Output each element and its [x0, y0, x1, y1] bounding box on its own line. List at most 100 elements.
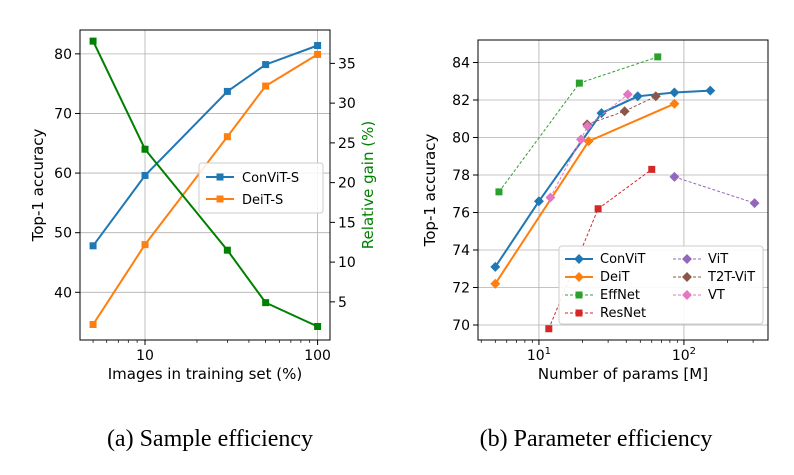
point-effnet-2: [654, 53, 662, 61]
legend-marker-effnet: [575, 291, 583, 299]
chart-b-xticks: 101 102: [480, 340, 754, 364]
chart-a-y2label: Relative gain (%): [359, 121, 377, 249]
series-line-effnet: [498, 56, 658, 193]
chart-b-legend-box: [558, 245, 764, 325]
legend-marker-deit-s: [216, 195, 224, 203]
legend-label-vt: VT: [708, 288, 725, 303]
x-tick-label-100: 102: [672, 346, 696, 364]
y-tick-label-78: 78: [452, 168, 470, 184]
chart-b-legend-col1: ConViT DeiT EffNet ResNet: [565, 252, 646, 321]
point-resnet-2: [648, 165, 656, 173]
chart-b-xlabel: Number of params [M]: [538, 365, 708, 383]
point-deit-1: [583, 136, 594, 147]
x-tick-label-10: 10: [136, 348, 154, 364]
y2-tick-label-30: 30: [338, 96, 356, 112]
chart-a-y2ticks: 5 10 15 20 25 30 35: [330, 56, 356, 311]
point-vt-0: [545, 192, 556, 203]
legend-marker-vt: [682, 290, 692, 300]
y2-tick-label-35: 35: [338, 56, 356, 72]
point-convit-4: [669, 87, 680, 98]
caption-a: (a) Sample efficiency: [107, 426, 313, 452]
y-tick-label-76: 76: [452, 206, 470, 222]
point-convit-5: [705, 85, 716, 96]
chart-a-series: [89, 37, 322, 330]
chart-b-yticks: 70 72 74 76 78 80 82 84: [452, 56, 478, 334]
series-deit-s: [89, 50, 322, 328]
y-tick-label-84: 84: [452, 56, 470, 72]
point-relative-gain-2: [223, 246, 231, 254]
point-vt-2: [582, 121, 593, 132]
chart-a-xlabel: Images in training set (%): [108, 365, 303, 383]
chart-a: 10 100 40 50 60 70 80 5 10 15 20 25 30 35 Images in…: [29, 29, 377, 383]
y2-tick-label-25: 25: [338, 136, 356, 152]
x-tick-label-100: 100: [304, 348, 331, 364]
y-tick-label-80: 80: [54, 47, 72, 63]
point-t2t-vit-2: [650, 91, 661, 102]
legend-marker-vit: [682, 254, 692, 264]
y2-tick-label-10: 10: [338, 255, 356, 271]
point-convit-s-2: [223, 87, 231, 95]
legend-marker-resnet: [575, 309, 583, 317]
x-tick-label-10: 101: [527, 346, 551, 364]
point-convit-s-3: [262, 61, 270, 69]
point-convit-2: [596, 108, 607, 119]
caption-b: (b) Parameter efficiency: [480, 426, 713, 452]
point-convit-0: [490, 261, 501, 272]
y2-tick-label-20: 20: [338, 176, 356, 192]
series-convit-s: [89, 42, 322, 250]
series-t2t-vit: [582, 91, 661, 130]
chart-b-legend: ConViT DeiT EffNet ResNet ViT T2T-ViT: [558, 245, 764, 325]
point-relative-gain-4: [314, 322, 322, 330]
point-deit-0: [490, 278, 501, 289]
point-relative-gain-3: [262, 299, 270, 307]
point-vt-3: [622, 89, 633, 100]
legend-label-effnet: EffNet: [600, 288, 640, 303]
series-line-vit: [674, 176, 755, 204]
legend-marker-convit-s: [216, 173, 224, 181]
point-convit-1: [533, 196, 544, 207]
legend-label-convit-s: ConViT-S: [242, 171, 299, 186]
point-relative-gain-1: [141, 145, 149, 153]
chart-b-frame: [477, 39, 769, 341]
point-relative-gain-0: [89, 37, 97, 45]
point-convit-s-0: [89, 242, 97, 250]
point-convit-3: [632, 91, 643, 102]
series-effnet: [495, 53, 662, 196]
point-convit-s-4: [314, 42, 322, 49]
legend-label-resnet: ResNet: [600, 306, 646, 321]
point-deit-s-4: [314, 50, 322, 58]
series-relative-gain: [89, 37, 322, 330]
point-resnet-0: [545, 325, 553, 333]
point-deit-s-0: [89, 321, 97, 328]
chart-a-xticks: 10 100: [92, 340, 331, 364]
legend-marker-t2t-vit: [682, 272, 692, 282]
point-deit-s-3: [262, 82, 270, 90]
legend-label-t2t-vit: T2T-ViT: [707, 270, 755, 285]
chart-a-frame: [79, 29, 331, 341]
point-resnet-1: [594, 205, 602, 213]
point-vit-1: [749, 198, 760, 209]
series-vit: [669, 171, 760, 209]
point-deit-s-1: [141, 241, 149, 249]
chart-a-legend-box: [198, 162, 324, 214]
y-tick-label-80: 80: [452, 131, 470, 147]
y-tick-label-74: 74: [452, 243, 470, 259]
legend-label-deit-s: DeiT-S: [242, 193, 283, 208]
legend-marker-convit: [574, 254, 584, 264]
y-tick-label-50: 50: [54, 226, 72, 242]
y2-tick-label-5: 5: [338, 295, 347, 311]
chart-a-yticks: 40 50 60 70 80: [54, 47, 80, 301]
chart-b-ylabel: Top-1 accuracy: [421, 134, 439, 248]
point-vt-1: [576, 134, 586, 145]
point-deit-2: [669, 98, 680, 109]
chart-a-ylabel: Top-1 accuracy: [29, 129, 47, 243]
legend-label-vit: ViT: [708, 252, 728, 267]
legend-marker-deit: [574, 272, 584, 282]
point-convit-s-1: [141, 171, 149, 179]
series-vt: [545, 89, 633, 203]
point-effnet-0: [495, 188, 503, 196]
point-effnet-1: [575, 79, 583, 87]
series-line-convit: [494, 89, 711, 268]
legend-label-deit: DeiT: [600, 270, 630, 285]
y-tick-label-72: 72: [452, 281, 470, 297]
